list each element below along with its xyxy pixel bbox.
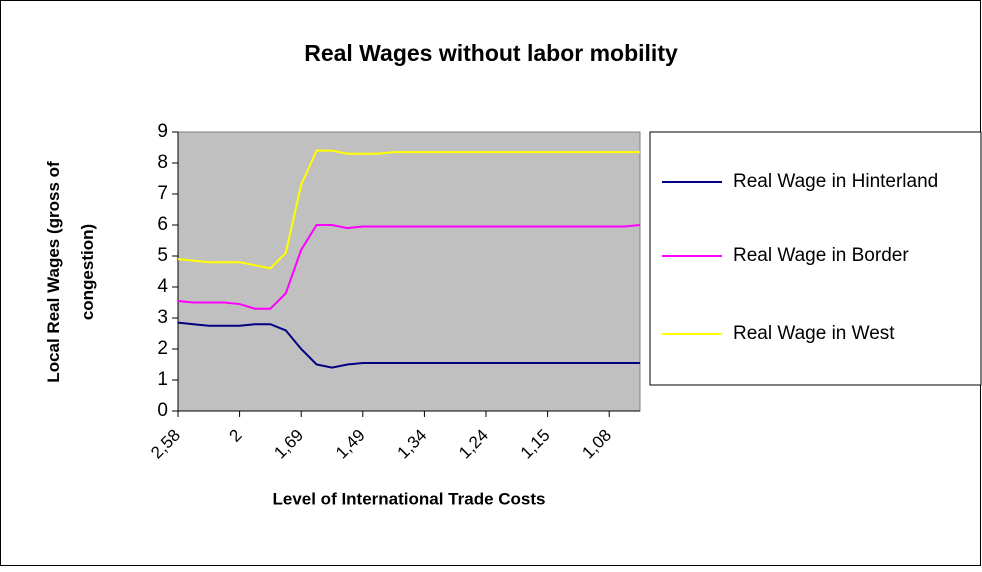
y-tick-label: 9 (157, 121, 168, 142)
legend-entry-box: Real Wage in West (733, 323, 895, 344)
y-axis-label: Local Real Wages (gross of congestion) (44, 161, 97, 383)
y-tick-label: 0 (157, 400, 168, 421)
x-axis-label: Level of International Trade Costs (272, 489, 545, 508)
plot-area (177, 131, 641, 412)
y-tick-label: 4 (157, 276, 168, 297)
y-tick-label: 6 (157, 214, 168, 235)
series-line (177, 321, 640, 369)
y-tick-label: 5 (157, 245, 168, 266)
legend-box (649, 131, 982, 386)
series-line (177, 149, 640, 270)
y-tick-label: 8 (157, 152, 168, 173)
legend-entry-box: Real Wage in Hinterland (733, 171, 939, 192)
legend-label: Real Wage in West (733, 323, 895, 344)
chart-title: Real Wages without labor mobility (304, 40, 678, 66)
y-tick-label: 3 (157, 307, 168, 328)
series-line (177, 224, 641, 310)
y-tick-label: 7 (157, 183, 168, 204)
legend-label: Real Wage in Hinterland (733, 171, 939, 192)
y-tick-label: 2 (157, 338, 168, 359)
y-axis-label-box: Local Real Wages (gross of congestion) (44, 161, 97, 383)
y-tick-label: 1 (157, 369, 168, 390)
legend-entry-box: Real Wage in Border (733, 245, 909, 266)
legend-label: Real Wage in Border (733, 245, 909, 266)
